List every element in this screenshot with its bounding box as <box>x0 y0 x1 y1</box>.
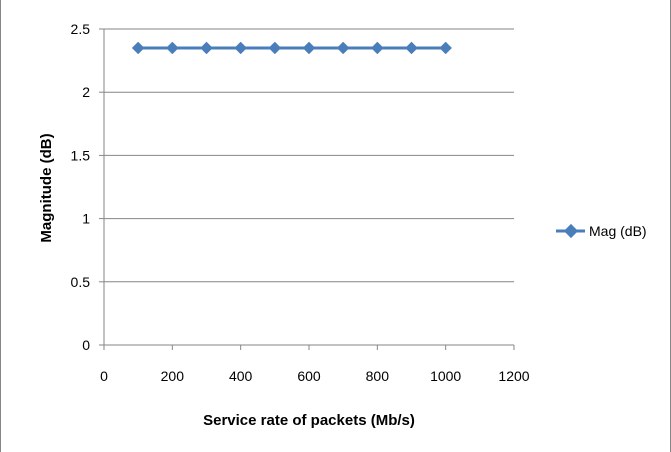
data-point-0-5 <box>302 41 316 55</box>
x-tick-labels: 0 200 400 600 800 1000 1200 <box>100 368 530 384</box>
y-axis-title: Magnitude (dB) <box>38 133 55 242</box>
x-tick-label-3: 600 <box>297 368 321 384</box>
data-point-0-2 <box>200 41 213 55</box>
y-tick-label-4: 2 <box>82 84 90 100</box>
x-tick-label-1: 200 <box>161 368 185 384</box>
x-axis-title: Service rate of packets (Mb/s) <box>203 412 415 429</box>
series <box>131 41 453 55</box>
gridlines <box>104 28 514 283</box>
axes <box>99 28 515 350</box>
data-point-0-9 <box>439 41 453 55</box>
x-tick-label-5: 1000 <box>430 368 461 384</box>
x-tick-label-4: 800 <box>366 368 390 384</box>
data-point-0-0 <box>131 41 145 55</box>
x-tick-label-6: 1200 <box>498 368 529 384</box>
legend-label-mag: Mag (dB) <box>589 223 647 239</box>
y-tick-label-0: 0 <box>82 337 90 353</box>
data-point-0-6 <box>336 41 350 55</box>
y-tick-label-1: 0.5 <box>71 274 91 290</box>
y-tick-labels: 0 0.5 1 1.5 2 2.5 <box>71 21 91 353</box>
y-tick-label-3: 1.5 <box>71 147 91 163</box>
x-tick-label-2: 400 <box>229 368 253 384</box>
data-point-0-7 <box>370 41 384 55</box>
data-point-0-3 <box>234 41 248 55</box>
x-tick-label-0: 0 <box>100 368 108 384</box>
legend: Mag (dB) <box>556 223 647 239</box>
data-point-0-8 <box>405 41 418 55</box>
legend-marker-mag <box>563 223 579 239</box>
data-point-0-1 <box>165 41 179 55</box>
data-point-0-4 <box>268 41 282 55</box>
y-tick-label-2: 1 <box>82 211 90 227</box>
y-tick-label-5: 2.5 <box>71 21 91 37</box>
